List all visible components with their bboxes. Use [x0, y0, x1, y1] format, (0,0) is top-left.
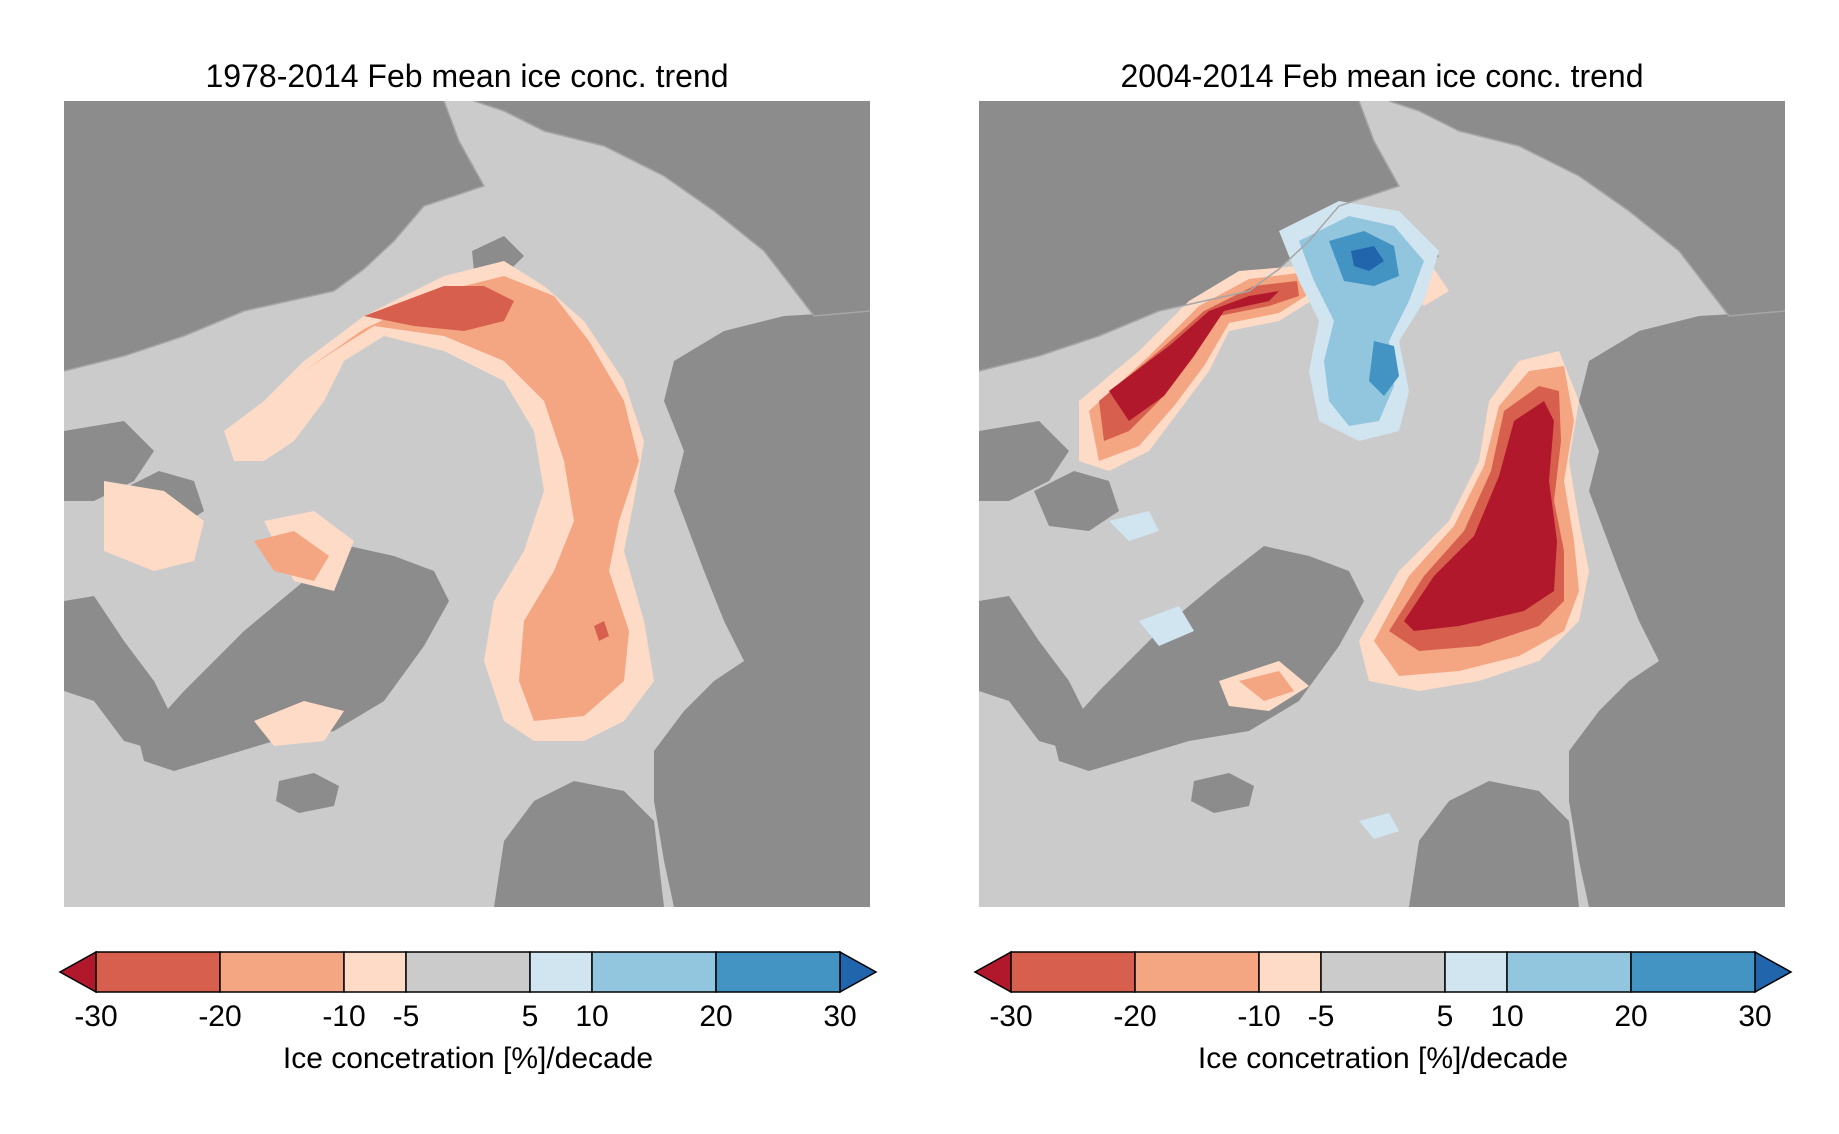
- map-2004-2014: [979, 101, 1785, 907]
- land-svalbard-fj: [1034, 471, 1119, 531]
- land-greenland: [1054, 546, 1364, 771]
- panel-1978-2014: 1978-2014 Feb mean ice conc. trend: [0, 0, 880, 1134]
- colorbar-bin: [343, 951, 407, 993]
- colorbar-over-arrow: [1754, 950, 1793, 994]
- land-canada-east: [1569, 311, 1785, 907]
- trend-level-10-to-5: [104, 261, 654, 746]
- trend-overlay: [104, 261, 654, 746]
- panel-title: 2004-2014 Feb mean ice conc. trend: [1120, 58, 1644, 94]
- colorbar: -30 -20 -10 -5 5 10 20 30 Ice concetration [%]/…: [58, 950, 878, 1100]
- colorbar-bar: -30 -20 -10 -5 5 10 20 30: [58, 950, 878, 1033]
- land-alaska-east-siberia: [474, 101, 870, 316]
- colorbar-tick-label: -10: [1237, 1000, 1280, 1033]
- land-taimyr: [979, 421, 1069, 501]
- colorbar-under-arrow: [973, 950, 1012, 994]
- colorbar-tick-label: -5: [1308, 1000, 1335, 1033]
- colorbar-tick-label: 30: [823, 1000, 856, 1033]
- colorbar-bin: [95, 951, 221, 993]
- colorbar-tick-label: -5: [393, 1000, 420, 1033]
- colorbar-tick-label: 10: [1490, 1000, 1523, 1033]
- colorbar-tick-label: -20: [198, 1000, 241, 1033]
- colorbar-bin: [219, 951, 345, 993]
- colorbar-bin: [591, 951, 717, 993]
- panel-title: 1978-2014 Feb mean ice conc. trend: [205, 58, 729, 94]
- colorbar-bin: [1506, 951, 1632, 993]
- coastlines: [979, 101, 1785, 372]
- colorbar-bin: [1320, 951, 1446, 993]
- land-iceland: [1191, 773, 1254, 813]
- land-northern-europe: [1409, 781, 1579, 907]
- trend-level-below-30: [1109, 291, 1557, 631]
- trend-level-20-to-10: [254, 276, 639, 721]
- colorbar-tick-label: 5: [1437, 1000, 1454, 1033]
- colorbar-under-arrow: [58, 950, 97, 994]
- colorbar-bin: [529, 951, 593, 993]
- colorbar-bin: [1010, 951, 1136, 993]
- land-iceland: [276, 773, 339, 813]
- land-scandinavia: [64, 596, 174, 751]
- colorbar-bin: [1444, 951, 1508, 993]
- colorbar-bin: [715, 951, 841, 993]
- colorbar-tick-label: -30: [989, 1000, 1032, 1033]
- land-scandinavia: [979, 596, 1089, 751]
- colorbar-label: Ice concetration [%]/decade: [282, 1042, 654, 1075]
- colorbar-bin: [1630, 951, 1756, 993]
- colorbar-bin: [1134, 951, 1260, 993]
- land-northern-europe: [494, 781, 664, 907]
- colorbar-tick-label: 5: [522, 1000, 539, 1033]
- map-1978-2014: [64, 101, 870, 907]
- colorbar-over-arrow: [839, 950, 878, 994]
- colorbar: -30 -20 -10 -5 5 10 20 30 Ice concetration [%]/…: [973, 950, 1793, 1100]
- land-siberia-chukotka: [979, 101, 1399, 371]
- land-canada-east: [654, 311, 870, 907]
- colorbar-tick-label: 10: [575, 1000, 608, 1033]
- colorbar-tick-label: 20: [699, 1000, 732, 1033]
- land-taimyr: [64, 421, 154, 501]
- coastlines: [64, 101, 870, 372]
- colorbar-label: Ice concetration [%]/decade: [1197, 1042, 1569, 1075]
- colorbar-tick-label: -10: [322, 1000, 365, 1033]
- colorbar-tick-label: 30: [1738, 1000, 1771, 1033]
- land-alaska-east-siberia: [1389, 101, 1785, 316]
- colorbar-bin: [1258, 951, 1322, 993]
- colorbar-tick-label: -30: [74, 1000, 117, 1033]
- trend-level-30-to-20: [1099, 281, 1564, 651]
- colorbar-tick-label: 20: [1614, 1000, 1647, 1033]
- colorbar-tick-label: -20: [1113, 1000, 1156, 1033]
- panel-2004-2014: 2004-2014 Feb mean ice conc. trend: [915, 0, 1795, 1134]
- colorbar-bin: [405, 951, 531, 993]
- land-greenland: [139, 546, 449, 771]
- colorbar-bar: -30 -20 -10 -5 5 10 20 30: [973, 950, 1793, 1033]
- land-siberia-chukotka: [64, 101, 484, 371]
- trend-level-above-30: [1351, 246, 1384, 271]
- trend-overlay: [1079, 201, 1589, 839]
- trend-level-20-to-30: [1329, 231, 1399, 396]
